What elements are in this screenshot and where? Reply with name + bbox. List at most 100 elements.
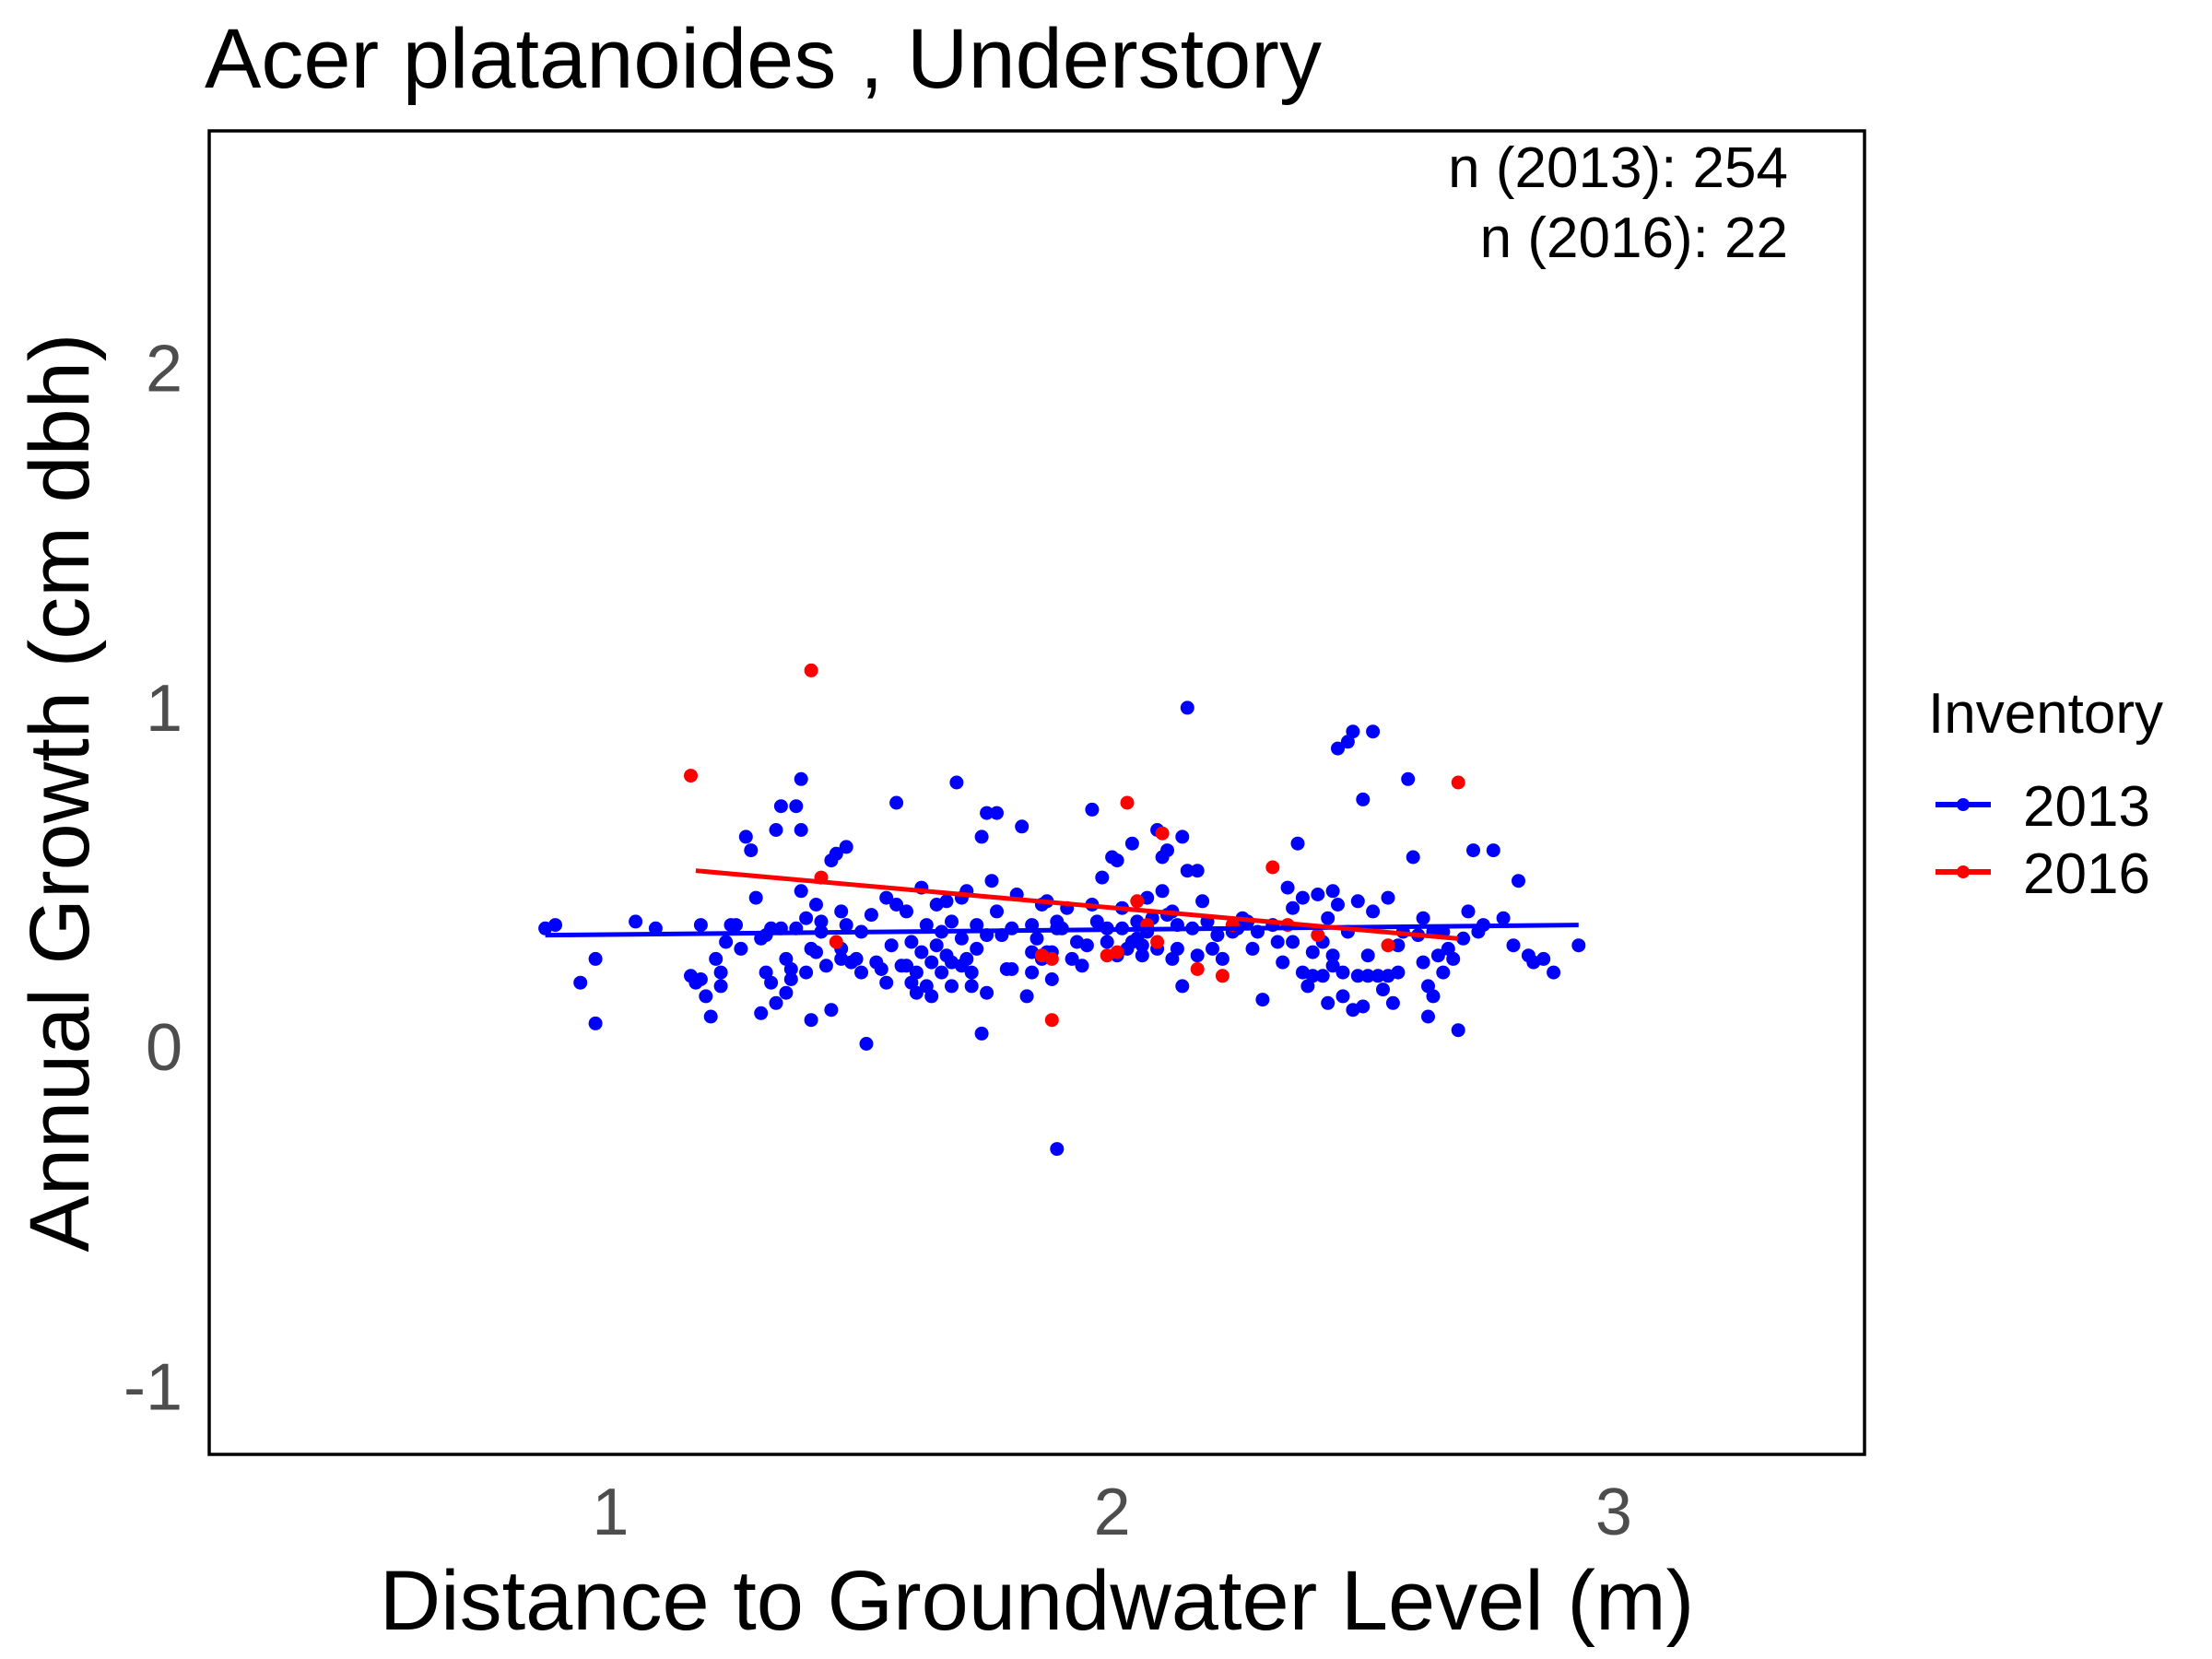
data-point-2013 [1366, 724, 1381, 739]
data-point-2013 [1130, 931, 1145, 946]
data-point-2013 [954, 931, 969, 946]
data-point-2013 [1044, 972, 1059, 986]
data-point-2013 [974, 830, 989, 844]
data-point-2013 [1110, 853, 1124, 868]
data-point-2013 [935, 965, 949, 980]
data-point-2016 [1215, 969, 1230, 983]
data-point-2013 [769, 823, 783, 837]
data-point-2013 [884, 938, 899, 953]
data-point-2013 [900, 959, 913, 973]
legend: Inventory 2013 2016 [1928, 682, 2163, 906]
data-point-2013 [1019, 989, 1034, 1004]
data-point-2013 [900, 904, 913, 919]
data-point-2013 [809, 945, 823, 959]
data-point-2013 [1331, 898, 1345, 912]
data-point-2013 [769, 995, 783, 1010]
data-point-2013 [1331, 741, 1345, 756]
data-point-2013 [834, 904, 849, 919]
data-point-2013 [1210, 928, 1225, 943]
data-point-2013 [1095, 870, 1110, 885]
data-point-2013 [713, 979, 728, 994]
data-point-2013 [879, 975, 894, 990]
data-point-2013 [999, 962, 1014, 976]
data-point-2016 [804, 663, 818, 677]
data-point-2013 [1356, 792, 1371, 806]
data-point-2013 [738, 830, 753, 844]
data-point-2013 [1286, 900, 1300, 915]
data-point-2013 [1335, 965, 1350, 980]
data-point-2013 [1321, 995, 1335, 1010]
y-axis: -1 0 1 2 [124, 333, 182, 1425]
data-point-2013 [1486, 843, 1500, 858]
data-point-2013 [1245, 941, 1260, 956]
data-point-2013 [1571, 938, 1586, 953]
data-point-2013 [1321, 911, 1335, 925]
data-point-2013 [980, 806, 994, 820]
data-point-2013 [1286, 935, 1300, 949]
x-tick-label: 3 [1595, 1476, 1632, 1549]
data-point-2016 [1265, 860, 1280, 875]
data-point-2016 [1155, 826, 1170, 841]
data-point-2013 [839, 840, 853, 854]
data-point-2016 [1044, 951, 1059, 966]
data-point-2013 [1401, 771, 1416, 786]
data-point-2013 [1175, 830, 1190, 844]
data-point-2013 [1506, 938, 1521, 953]
data-point-2013 [1215, 951, 1230, 966]
data-point-2013 [990, 904, 1004, 919]
y-tick-label: 1 [146, 672, 182, 746]
data-point-2016 [684, 769, 698, 783]
data-point-2013 [1436, 965, 1451, 980]
data-point-2013 [734, 941, 748, 956]
data-point-2013 [719, 935, 734, 949]
data-point-2013 [1366, 904, 1381, 919]
data-point-2013 [779, 985, 794, 1000]
data-point-2013 [1360, 969, 1375, 983]
data-point-2013 [869, 955, 884, 970]
data-point-2013 [1325, 884, 1340, 899]
data-point-2013 [1406, 850, 1420, 865]
data-point-2016 [1044, 1013, 1059, 1028]
data-point-2013 [764, 975, 779, 990]
data-point-2013 [1461, 904, 1476, 919]
series-2016-points [684, 663, 1465, 1028]
data-point-2013 [1180, 864, 1194, 878]
data-point-2013 [713, 965, 728, 980]
data-point-2016 [1190, 962, 1205, 976]
data-point-2013 [588, 951, 603, 966]
data-point-2016 [829, 935, 843, 949]
data-point-2013 [1305, 945, 1320, 959]
data-point-2013 [984, 874, 999, 888]
data-point-2013 [1295, 890, 1310, 905]
data-point-2013 [829, 846, 843, 861]
data-point-2013 [1300, 979, 1315, 994]
data-point-2013 [809, 898, 823, 912]
data-point-2016 [1150, 935, 1165, 949]
y-tick-label: -1 [124, 1350, 182, 1424]
data-point-2013 [929, 938, 944, 953]
data-point-2013 [949, 775, 964, 790]
data-point-2013 [799, 911, 814, 925]
data-point-2013 [709, 951, 724, 966]
data-point-2013 [889, 898, 904, 912]
data-point-2013 [1456, 931, 1471, 946]
data-point-2013 [970, 918, 984, 933]
data-point-2013 [1311, 888, 1325, 901]
data-point-2013 [1536, 951, 1551, 966]
annotation-n-2016: n (2016): 22 [1480, 206, 1788, 270]
data-point-2013 [919, 918, 934, 933]
x-tick-label: 1 [592, 1476, 629, 1549]
data-point-2013 [1290, 836, 1305, 851]
data-point-2013 [1190, 864, 1205, 878]
data-point-2013 [1155, 884, 1170, 899]
x-axis-title: Distance to Groundwater Level (m) [380, 1554, 1695, 1648]
data-point-2013 [1165, 951, 1180, 966]
data-point-2013 [1195, 894, 1210, 909]
data-point-2013 [799, 965, 814, 980]
data-point-2013 [959, 951, 974, 966]
data-point-2013 [1325, 959, 1340, 973]
legend-label-2016: 2016 [2023, 842, 2150, 906]
data-point-2013 [1085, 802, 1100, 817]
data-point-2013 [789, 799, 804, 814]
data-point-2013 [1350, 894, 1365, 909]
